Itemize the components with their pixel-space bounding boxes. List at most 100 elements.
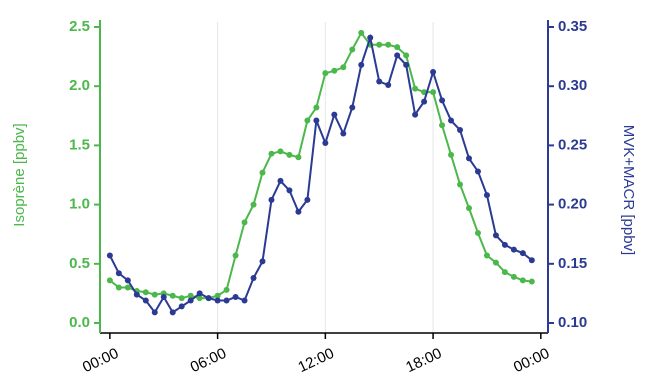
x-tick-label: 06:00 bbox=[188, 345, 229, 376]
data-point bbox=[403, 52, 410, 59]
data-point bbox=[268, 150, 275, 157]
data-point bbox=[394, 52, 401, 59]
data-point bbox=[142, 297, 149, 304]
y-tick-label: 0.0 bbox=[69, 314, 90, 331]
data-point bbox=[187, 297, 194, 304]
data-point bbox=[448, 117, 455, 124]
data-point bbox=[465, 205, 472, 212]
x-tick-label: 18:00 bbox=[403, 345, 444, 376]
x-tick-label: 12:00 bbox=[296, 345, 337, 376]
data-point bbox=[457, 181, 464, 188]
y-tick-label: 1.0 bbox=[69, 196, 90, 213]
data-point bbox=[421, 98, 428, 105]
data-point bbox=[430, 89, 437, 96]
y-axis-label: Isoprène [ppbv] bbox=[11, 123, 28, 226]
data-point bbox=[483, 192, 490, 199]
data-point bbox=[340, 64, 347, 71]
data-point bbox=[528, 257, 535, 264]
data-point bbox=[340, 130, 347, 137]
data-point bbox=[474, 168, 481, 175]
data-point bbox=[501, 269, 508, 276]
data-point bbox=[528, 278, 535, 285]
y2-tick-label: 0.15 bbox=[558, 255, 587, 272]
data-point bbox=[124, 284, 131, 291]
data-point bbox=[286, 187, 293, 194]
data-point bbox=[358, 29, 365, 36]
data-point bbox=[313, 117, 320, 124]
data-point bbox=[331, 111, 338, 118]
data-point bbox=[151, 291, 158, 298]
data-point bbox=[232, 293, 239, 300]
y2-tick-label: 0.20 bbox=[558, 196, 587, 213]
y2-axis-label: MVK+MACR [ppbv] bbox=[620, 125, 637, 255]
data-point bbox=[178, 295, 185, 302]
data-point bbox=[501, 241, 508, 248]
x-tick-label: 00:00 bbox=[511, 345, 552, 376]
data-point bbox=[385, 41, 392, 48]
data-point bbox=[322, 140, 329, 147]
data-point bbox=[492, 232, 499, 239]
data-point bbox=[259, 169, 266, 176]
data-point bbox=[106, 252, 113, 259]
data-point bbox=[277, 148, 284, 155]
data-point bbox=[232, 252, 239, 259]
data-point bbox=[474, 230, 481, 237]
data-point bbox=[403, 61, 410, 68]
y-tick-label: 2.0 bbox=[69, 77, 90, 94]
data-point bbox=[394, 44, 401, 51]
data-point bbox=[187, 292, 194, 299]
y2-tick-label: 0.30 bbox=[558, 77, 587, 94]
data-point bbox=[250, 201, 257, 208]
data-point bbox=[510, 273, 517, 280]
y-tick-label: 1.5 bbox=[69, 136, 90, 153]
data-point bbox=[142, 289, 149, 296]
data-point bbox=[349, 104, 356, 111]
y-tick-label: 0.5 bbox=[69, 255, 90, 272]
data-point bbox=[367, 34, 374, 41]
data-point bbox=[169, 309, 176, 316]
data-point bbox=[115, 270, 122, 277]
data-point bbox=[295, 208, 302, 215]
data-point bbox=[492, 259, 499, 266]
data-point bbox=[196, 290, 203, 297]
data-point bbox=[223, 297, 230, 304]
y2-tick-label: 0.25 bbox=[558, 136, 587, 153]
data-point bbox=[483, 252, 490, 259]
data-point bbox=[304, 117, 311, 124]
data-point bbox=[349, 46, 356, 53]
data-point bbox=[412, 111, 419, 118]
data-point bbox=[214, 297, 221, 304]
data-point bbox=[448, 151, 455, 158]
data-point bbox=[376, 41, 383, 48]
data-point bbox=[457, 127, 464, 134]
data-point bbox=[439, 122, 446, 129]
data-point bbox=[241, 219, 248, 226]
data-point bbox=[160, 293, 167, 300]
data-point bbox=[106, 277, 113, 284]
series-line bbox=[108, 33, 533, 315]
data-point bbox=[322, 70, 329, 77]
data-point bbox=[268, 196, 275, 203]
data-point bbox=[519, 277, 526, 284]
data-point bbox=[124, 277, 131, 284]
data-point bbox=[286, 151, 293, 158]
data-point bbox=[214, 292, 221, 299]
data-point bbox=[331, 67, 338, 74]
data-point bbox=[385, 82, 392, 89]
data-point bbox=[313, 104, 320, 111]
data-point bbox=[115, 284, 122, 291]
data-point bbox=[510, 246, 517, 253]
data-point bbox=[196, 295, 203, 302]
y-tick-label: 2.5 bbox=[69, 18, 90, 35]
data-point bbox=[169, 292, 176, 299]
data-point bbox=[465, 155, 472, 162]
data-point bbox=[223, 286, 230, 293]
data-point bbox=[277, 177, 284, 184]
data-point bbox=[430, 68, 437, 75]
data-point bbox=[412, 85, 419, 92]
data-point bbox=[205, 295, 212, 302]
x-tick-label: 00:00 bbox=[80, 345, 121, 376]
data-point bbox=[151, 309, 158, 316]
data-point bbox=[376, 78, 383, 85]
data-point bbox=[295, 154, 302, 161]
